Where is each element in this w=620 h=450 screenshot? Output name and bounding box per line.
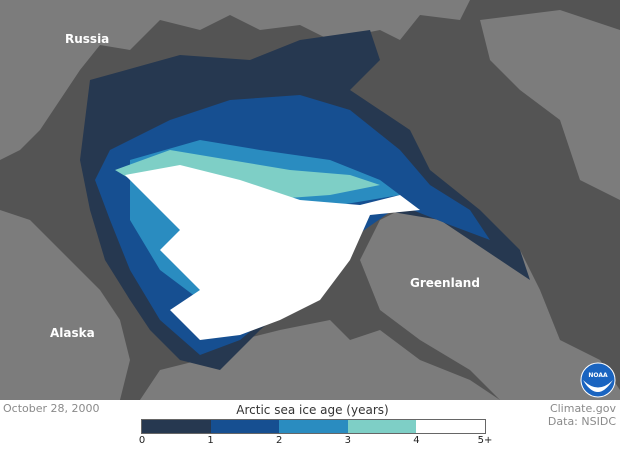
land-svalbard-area xyxy=(480,10,620,200)
legend-swatch-4-5+ xyxy=(416,420,485,433)
land-alaska xyxy=(0,210,130,400)
sea-ice-age-map: NOAA xyxy=(0,0,620,400)
legend-tick: 2 xyxy=(276,435,283,446)
label-russia: Russia xyxy=(65,32,110,46)
legend-swatch-1-2 xyxy=(210,420,280,433)
land-russia xyxy=(0,0,470,160)
ice-age-4-5plus xyxy=(125,165,420,340)
legend-color-bar xyxy=(141,419,486,434)
legend-tick: 0 xyxy=(138,435,146,446)
legend-title: Arctic sea ice age (years) xyxy=(236,403,389,417)
footer: October 28, 2000 Climate.gov Data: NSIDC… xyxy=(0,400,620,450)
noaa-logo: NOAA xyxy=(580,362,616,398)
land-canada xyxy=(140,320,500,400)
legend-swatch-0-1 xyxy=(142,420,211,433)
land-greenland xyxy=(360,200,620,400)
legend-swatch-3-4 xyxy=(347,420,417,433)
date-label: October 28, 2000 xyxy=(3,402,100,415)
svg-text:NOAA: NOAA xyxy=(588,372,608,379)
legend-swatch-2-3 xyxy=(279,420,348,433)
credit-data: Data: NSIDC xyxy=(547,415,616,428)
legend-tick: 3 xyxy=(344,435,351,446)
label-alaska: Alaska xyxy=(50,326,95,340)
credit: Climate.gov Data: NSIDC xyxy=(548,402,616,428)
legend-tick: 1 xyxy=(207,435,214,446)
label-greenland: Greenland xyxy=(410,276,480,290)
credit-source: Climate.gov xyxy=(549,402,616,415)
legend-tick: 5+ xyxy=(477,435,493,446)
legend-tick: 4 xyxy=(413,435,420,446)
